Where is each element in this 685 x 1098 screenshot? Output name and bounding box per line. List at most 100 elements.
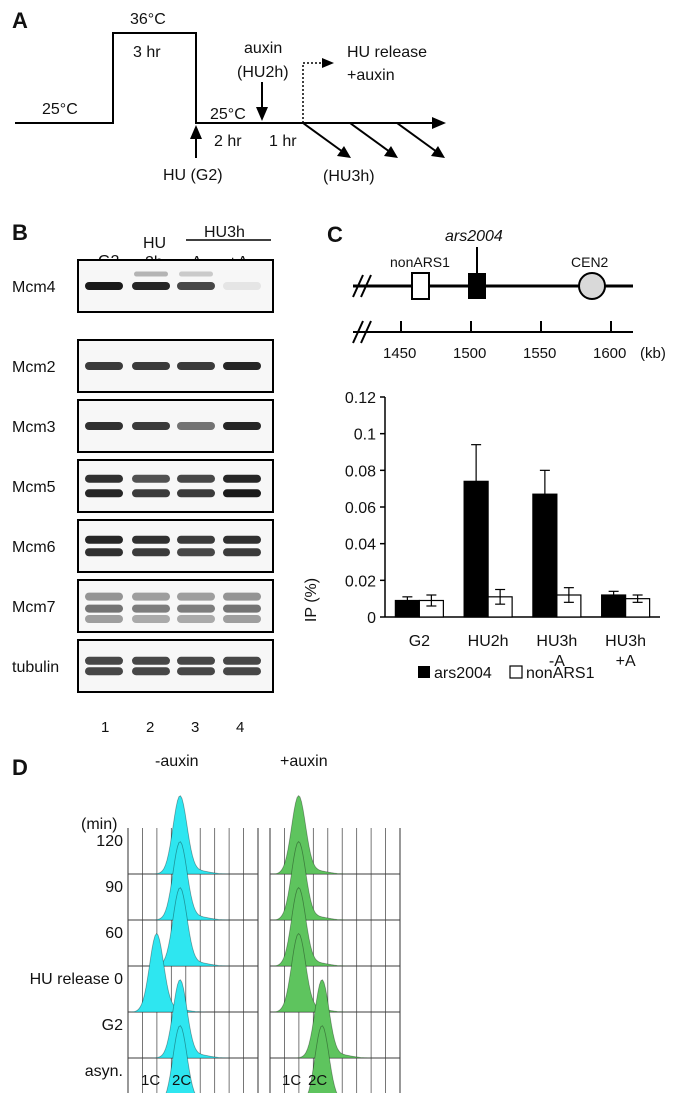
flow-histograms-plus-auxin [269,794,401,1093]
histogram-minus-auxin-5 [165,1025,196,1093]
band-tubulin-lane2-1 [132,656,170,665]
band-mcm6-lane1-1 [85,535,123,544]
cen2-label: CEN2 [571,254,609,270]
band-mcm2-lane3-1 [177,362,215,370]
timeline-arrowhead [432,117,446,129]
band-mcm5-lane2-1 [132,474,170,483]
chart-labels: 0 0.02 0.04 0.06 0.08 0.1 0.12 G2 HU2h HU3h -A HU3h… [345,390,646,670]
panel-a: A 25°C 36°C 3 hr 25°C HU (G2) 2 hr auxin… [12,8,446,185]
band-mcm4-lane1-1 [85,282,123,290]
blot-row-label-mcm3: Mcm3 [12,419,56,436]
histogram-plus-auxin-4 [270,979,400,1059]
band-mcm6-lane3-1 [177,535,215,544]
panel-b: B G2 HU 2h HU3h -A +A * Mcm4Mcm2Mcm3Mcm5… [12,220,274,736]
release-dotted-line [302,62,322,123]
western-blots: Mcm4 Mcm2 Mcm3 Mcm5 Mcm6 Mcm7 tubulin [12,259,274,693]
scale-ticks [400,321,612,332]
errorbar-ars2004-2 [539,469,550,519]
errorbar-nonars1-1 [495,588,506,605]
flow-row-label-3: HU release 0 [30,971,123,988]
minus-1c-label: 1C [141,1072,160,1089]
band-mcm7-lane3-3 [177,615,215,623]
band-mcm6-lane4-2 [223,548,261,557]
errorbar-ars2004-3 [608,590,619,600]
chart-legend: ars2004 nonARS1 [418,665,595,682]
shift-duration-label: 3 hr [133,44,161,61]
band-tubulin-lane4-2 [223,667,261,676]
band-mcm7-lane1-1 [85,592,123,601]
errorbar-nonars1-0 [426,594,437,607]
blot-row-label-mcm7: Mcm7 [12,599,56,616]
band-mcm7-lane4-2 [223,604,261,613]
band-mcm7-lane2-2 [132,604,170,613]
break-mark-2 [360,274,372,298]
legend-swatch-ars2004 [418,666,430,678]
band-mcm5-lane4-2 [223,489,261,498]
x-category-label-3-0: HU3h [605,633,646,650]
lane-number-4: 4 [236,719,244,736]
minus-2c-label: 2C [172,1072,191,1089]
histogram-minus-auxin-3 [128,932,258,1013]
band-mcm6-lane4-1 [223,535,261,544]
band-mcm2-lane4-1 [223,362,261,370]
band-mcm4-phospho-lane3 [179,271,213,277]
band-tubulin-lane3-2 [177,667,215,676]
break-mark-1 [352,274,364,298]
band-mcm7-lane1-3 [85,615,123,623]
flow-row-label-2: 60 [105,925,123,942]
nonars1-box [411,272,430,300]
plus-2c-label: 2C [308,1072,327,1089]
scale-tick-1600: 1600 [593,345,626,362]
band-mcm4-phospho-lane2 [134,271,168,277]
panel-d-label: D [12,755,28,780]
band-mcm4-lane2-1 [132,282,170,290]
band-mcm7-lane3-2 [177,604,215,613]
band-mcm7-lane4-3 [223,615,261,623]
ip-bar-chart: 0 0.02 0.04 0.06 0.08 0.1 0.12 G2 HU2h HU3h -A HU3h… [303,390,660,682]
ars2004-label: ars2004 [445,228,503,245]
legend-label-nonars1: nonARS1 [526,665,595,682]
band-mcm3-lane1-1 [85,422,123,430]
band-mcm6-lane2-2 [132,548,170,557]
band-mcm3-lane4-1 [223,422,261,430]
x-category-label-0-0: G2 [409,633,430,650]
legend-swatch-nonars1 [509,665,523,679]
y-tick-label-4: 0.08 [345,463,376,480]
panel-a-label: A [12,8,28,33]
scale-break-2 [360,320,372,344]
auxin-label: auxin [244,40,282,57]
x-category-label-1-0: HU2h [468,633,509,650]
histogram-plus-auxin-0 [270,794,400,875]
temp-right-label: 25°C [210,106,246,123]
panel-c-map: C nonARS1 ars2004 CEN2 1450 1500 1550 16… [327,222,666,362]
flow-row-label-4: G2 [102,1017,123,1034]
band-mcm6-lane2-1 [132,535,170,544]
lane-number-3: 3 [191,719,199,736]
plus-1c-label: 1C [282,1072,301,1089]
band-tubulin-lane1-2 [85,667,123,676]
band-mcm4-lane3-1 [177,282,215,290]
scale-break-1 [352,320,364,344]
blot-row-label-mcm5: Mcm5 [12,479,56,496]
after-duration-label: 1 hr [269,133,297,150]
time-unit-label: (min) [81,816,117,833]
band-tubulin-lane3-1 [177,656,215,665]
chart-axes [380,396,660,618]
lane-number-1: 1 [101,719,109,736]
band-mcm4-lane4-1 [223,282,261,290]
band-mcm7-lane2-3 [132,615,170,623]
temp-shift-label: 36°C [130,11,166,28]
band-mcm5-lane2-2 [132,489,170,498]
nonars1-label: nonARS1 [390,254,450,270]
cen2-circle [578,272,606,300]
band-mcm2-lane2-1 [132,362,170,370]
band-tubulin-lane4-1 [223,656,261,665]
y-tick-label-6: 0.12 [345,390,376,407]
scale-tick-1450: 1450 [383,345,416,362]
histogram-minus-auxin-0 [128,795,258,875]
band-mcm3-lane2-1 [132,422,170,430]
flow-row-label-1: 90 [105,879,123,896]
scale-tick-1550: 1550 [523,345,556,362]
panel-c-label: C [327,222,343,247]
scale-unit: (kb) [640,345,666,362]
